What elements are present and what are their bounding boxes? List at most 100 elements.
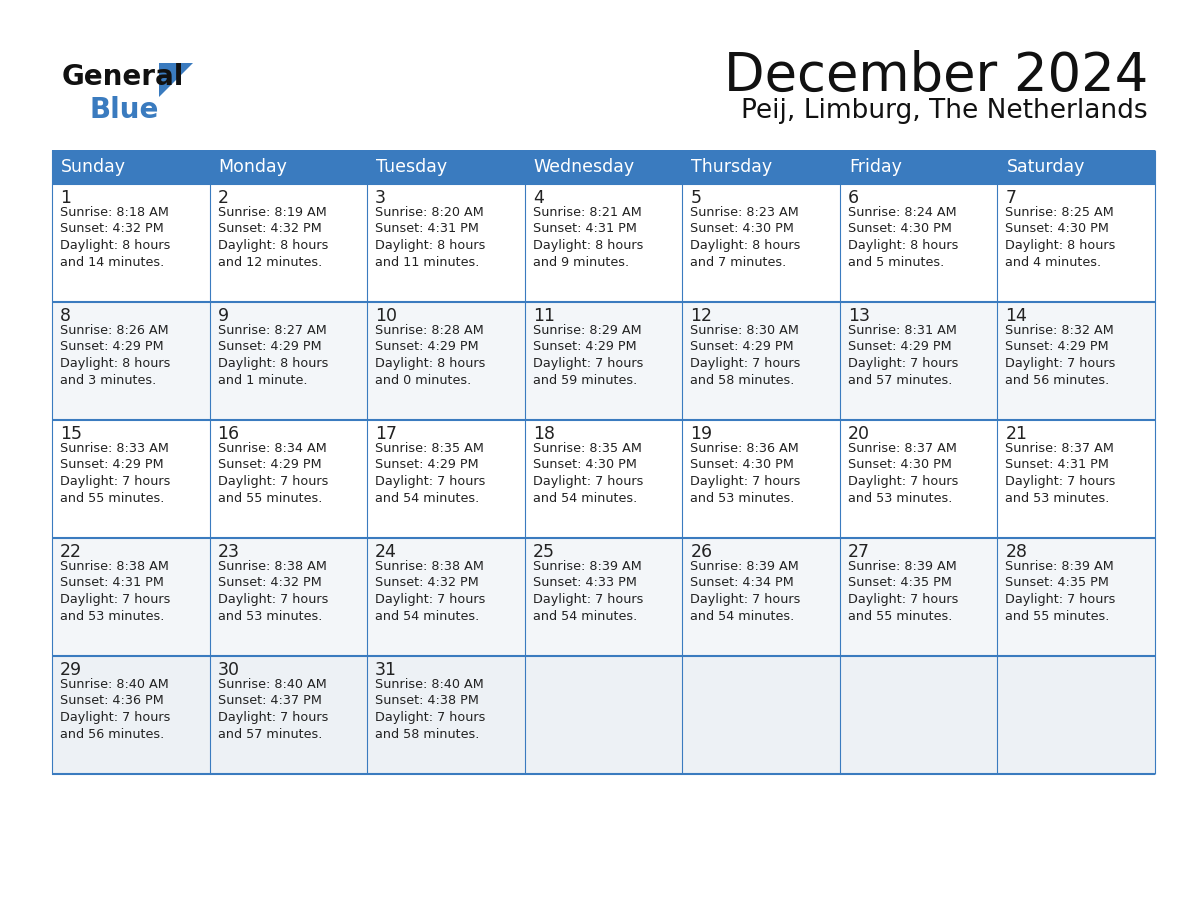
Text: and 53 minutes.: and 53 minutes. <box>848 491 953 505</box>
Text: Daylight: 7 hours: Daylight: 7 hours <box>532 593 643 606</box>
Text: Sunset: 4:29 PM: Sunset: 4:29 PM <box>217 341 321 353</box>
Text: Sunrise: 8:29 AM: Sunrise: 8:29 AM <box>532 324 642 337</box>
Text: Peij, Limburg, The Netherlands: Peij, Limburg, The Netherlands <box>741 98 1148 124</box>
Text: and 56 minutes.: and 56 minutes. <box>61 727 164 741</box>
Text: and 58 minutes.: and 58 minutes. <box>375 727 480 741</box>
Text: 27: 27 <box>848 543 870 561</box>
Text: Sunset: 4:34 PM: Sunset: 4:34 PM <box>690 577 794 589</box>
Bar <box>52 656 1155 774</box>
Text: Sunrise: 8:27 AM: Sunrise: 8:27 AM <box>217 324 327 337</box>
Text: Sunset: 4:29 PM: Sunset: 4:29 PM <box>690 341 794 353</box>
Text: 11: 11 <box>532 307 555 325</box>
Text: 23: 23 <box>217 543 240 561</box>
Text: Daylight: 7 hours: Daylight: 7 hours <box>690 593 801 606</box>
Text: Daylight: 8 hours: Daylight: 8 hours <box>375 239 486 252</box>
Text: Daylight: 7 hours: Daylight: 7 hours <box>532 475 643 488</box>
Text: Friday: Friday <box>849 158 902 176</box>
Text: Sunset: 4:33 PM: Sunset: 4:33 PM <box>532 577 637 589</box>
Text: and 54 minutes.: and 54 minutes. <box>690 610 795 622</box>
Text: Daylight: 7 hours: Daylight: 7 hours <box>690 475 801 488</box>
Text: Daylight: 8 hours: Daylight: 8 hours <box>61 357 170 370</box>
Text: Sunset: 4:35 PM: Sunset: 4:35 PM <box>1005 577 1110 589</box>
Text: Sunrise: 8:39 AM: Sunrise: 8:39 AM <box>848 560 956 573</box>
Text: Daylight: 8 hours: Daylight: 8 hours <box>217 239 328 252</box>
Text: Daylight: 8 hours: Daylight: 8 hours <box>217 357 328 370</box>
Text: Sunset: 4:29 PM: Sunset: 4:29 PM <box>61 458 164 472</box>
Text: Sunrise: 8:31 AM: Sunrise: 8:31 AM <box>848 324 956 337</box>
Text: Sunrise: 8:38 AM: Sunrise: 8:38 AM <box>61 560 169 573</box>
Text: Daylight: 7 hours: Daylight: 7 hours <box>1005 593 1116 606</box>
Text: 31: 31 <box>375 661 397 679</box>
Text: Daylight: 7 hours: Daylight: 7 hours <box>532 357 643 370</box>
Text: and 0 minutes.: and 0 minutes. <box>375 374 472 386</box>
Text: Sunset: 4:31 PM: Sunset: 4:31 PM <box>375 222 479 236</box>
Text: and 3 minutes.: and 3 minutes. <box>61 374 157 386</box>
Text: 10: 10 <box>375 307 397 325</box>
Text: and 14 minutes.: and 14 minutes. <box>61 255 164 268</box>
Bar <box>682 150 840 184</box>
Text: and 54 minutes.: and 54 minutes. <box>375 610 480 622</box>
Bar <box>998 150 1155 184</box>
Text: Sunrise: 8:37 AM: Sunrise: 8:37 AM <box>848 442 956 455</box>
Text: Sunrise: 8:19 AM: Sunrise: 8:19 AM <box>217 206 327 219</box>
Text: Daylight: 7 hours: Daylight: 7 hours <box>1005 475 1116 488</box>
Text: and 57 minutes.: and 57 minutes. <box>848 374 953 386</box>
Text: 6: 6 <box>848 189 859 207</box>
Text: Sunrise: 8:40 AM: Sunrise: 8:40 AM <box>61 678 169 691</box>
Text: 9: 9 <box>217 307 229 325</box>
Text: Sunset: 4:29 PM: Sunset: 4:29 PM <box>217 458 321 472</box>
Text: Daylight: 7 hours: Daylight: 7 hours <box>61 593 170 606</box>
Text: Sunrise: 8:26 AM: Sunrise: 8:26 AM <box>61 324 169 337</box>
Bar <box>52 538 1155 656</box>
Text: and 56 minutes.: and 56 minutes. <box>1005 374 1110 386</box>
Bar <box>52 150 209 184</box>
Text: 17: 17 <box>375 425 397 443</box>
Text: Sunset: 4:31 PM: Sunset: 4:31 PM <box>61 577 164 589</box>
Text: Sunrise: 8:20 AM: Sunrise: 8:20 AM <box>375 206 484 219</box>
Text: 26: 26 <box>690 543 713 561</box>
Text: Sunset: 4:29 PM: Sunset: 4:29 PM <box>1005 341 1110 353</box>
Text: Daylight: 8 hours: Daylight: 8 hours <box>532 239 643 252</box>
Text: Sunrise: 8:36 AM: Sunrise: 8:36 AM <box>690 442 800 455</box>
Text: Daylight: 8 hours: Daylight: 8 hours <box>1005 239 1116 252</box>
Text: 18: 18 <box>532 425 555 443</box>
Bar <box>525 150 682 184</box>
Text: Sunrise: 8:35 AM: Sunrise: 8:35 AM <box>375 442 484 455</box>
Text: Sunrise: 8:40 AM: Sunrise: 8:40 AM <box>217 678 327 691</box>
Text: Sunrise: 8:38 AM: Sunrise: 8:38 AM <box>217 560 327 573</box>
Text: Sunrise: 8:23 AM: Sunrise: 8:23 AM <box>690 206 800 219</box>
Text: 8: 8 <box>61 307 71 325</box>
Text: Daylight: 7 hours: Daylight: 7 hours <box>690 357 801 370</box>
Text: and 57 minutes.: and 57 minutes. <box>217 727 322 741</box>
Text: Daylight: 7 hours: Daylight: 7 hours <box>375 593 486 606</box>
Text: 1: 1 <box>61 189 71 207</box>
Text: and 53 minutes.: and 53 minutes. <box>61 610 164 622</box>
Text: Sunset: 4:32 PM: Sunset: 4:32 PM <box>217 222 321 236</box>
Text: and 55 minutes.: and 55 minutes. <box>1005 610 1110 622</box>
Text: Daylight: 7 hours: Daylight: 7 hours <box>61 475 170 488</box>
Text: 5: 5 <box>690 189 701 207</box>
Text: Sunset: 4:30 PM: Sunset: 4:30 PM <box>690 222 794 236</box>
Text: Blue: Blue <box>90 96 159 124</box>
Text: 29: 29 <box>61 661 82 679</box>
Bar <box>52 420 1155 538</box>
Text: and 4 minutes.: and 4 minutes. <box>1005 255 1101 268</box>
Text: and 55 minutes.: and 55 minutes. <box>848 610 953 622</box>
Text: and 53 minutes.: and 53 minutes. <box>217 610 322 622</box>
Text: Sunrise: 8:21 AM: Sunrise: 8:21 AM <box>532 206 642 219</box>
Text: Wednesday: Wednesday <box>533 158 634 176</box>
Text: Saturday: Saturday <box>1006 158 1085 176</box>
Text: 22: 22 <box>61 543 82 561</box>
Text: Daylight: 8 hours: Daylight: 8 hours <box>61 239 170 252</box>
Text: 15: 15 <box>61 425 82 443</box>
Text: 21: 21 <box>1005 425 1028 443</box>
Text: Daylight: 7 hours: Daylight: 7 hours <box>848 593 959 606</box>
Text: 2: 2 <box>217 189 228 207</box>
Bar <box>52 302 1155 420</box>
Text: 12: 12 <box>690 307 713 325</box>
Bar <box>840 150 998 184</box>
Text: Sunset: 4:31 PM: Sunset: 4:31 PM <box>532 222 637 236</box>
Text: Thursday: Thursday <box>691 158 772 176</box>
Text: Sunday: Sunday <box>61 158 126 176</box>
Text: Daylight: 7 hours: Daylight: 7 hours <box>848 357 959 370</box>
